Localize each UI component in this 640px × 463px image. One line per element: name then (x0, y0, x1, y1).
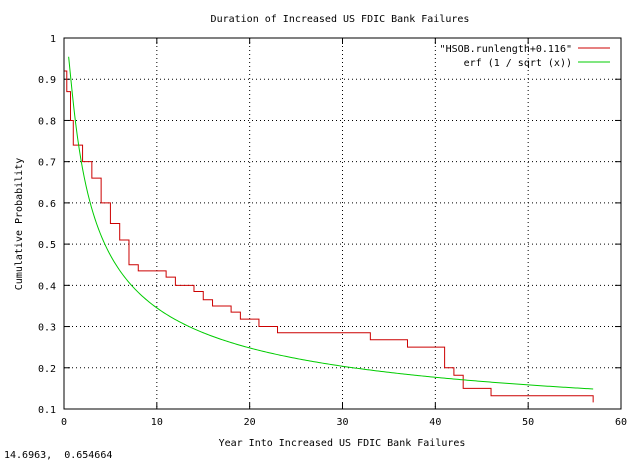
y-tick-label: 0.3 (38, 323, 56, 334)
legend-label-erf: erf (1 / sqrt (x)) (464, 58, 572, 69)
legend: "HSOB.runlength+0.116" erf (1 / sqrt (x)… (440, 44, 610, 69)
y-tick-label: 0.4 (38, 281, 56, 292)
plot-area-border (63, 37, 622, 410)
y-tick-label: 0.5 (38, 240, 56, 251)
x-tick-label: 20 (244, 417, 256, 428)
y-tick-label: 0.1 (38, 405, 56, 416)
legend-label-hsob: "HSOB.runlength+0.116" (440, 44, 572, 55)
chart-title: Duration of Increased US FDIC Bank Failu… (211, 14, 470, 25)
x-tick-label: 60 (615, 417, 627, 428)
y-tick-label: 0.2 (38, 364, 56, 375)
y-tick-label: 0.9 (38, 75, 56, 86)
mouse-coordinate-readout: 14.6963, 0.654664 (4, 450, 113, 461)
series-line-erf (68, 56, 594, 390)
x-axis-label: Year Into Increased US FDIC Bank Failure… (219, 438, 466, 449)
y-tick-label: 0.8 (38, 116, 56, 127)
tick-marks (63, 37, 622, 410)
x-tick-label: 0 (61, 417, 67, 428)
gridlines (64, 38, 621, 409)
y-tick-label: 0.7 (38, 158, 56, 169)
tick-labels: 0 10 20 30 40 50 60 0.1 0.2 0.3 0.4 0.5 0.6 0.7 0.8 0.9… (38, 34, 627, 428)
series-line-hsob (64, 70, 594, 403)
y-tick-label: 0.6 (38, 199, 56, 210)
series-lines (64, 56, 594, 403)
x-tick-label: 40 (429, 417, 441, 428)
x-tick-label: 30 (336, 417, 348, 428)
x-tick-label: 10 (151, 417, 163, 428)
y-tick-label: 1 (50, 34, 56, 45)
x-tick-label: 50 (522, 417, 534, 428)
y-axis-label: Cumulative Probability (14, 158, 25, 290)
